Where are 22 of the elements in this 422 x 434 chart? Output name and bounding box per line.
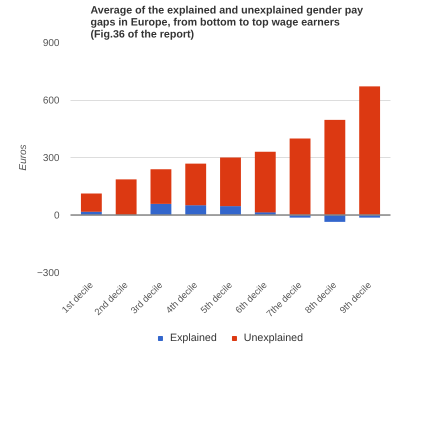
- bar: [220, 158, 241, 206]
- chart-title: Average of the explained and unexplained gender pay gaps in Europe, from bottom to top wage earners (Fig.36 of the report): [90, 4, 364, 40]
- legend-label: Unexplained: [244, 332, 304, 344]
- y-tick-label: 0: [54, 210, 60, 222]
- bar: [185, 164, 206, 206]
- bar: [359, 86, 380, 215]
- bar: [290, 138, 310, 215]
- bar: [80, 194, 102, 212]
- y-tick-label: 600: [42, 96, 60, 106]
- bar: [185, 205, 206, 215]
- bar: [150, 204, 172, 215]
- legend-label: Explained: [170, 332, 217, 344]
- bar: [324, 120, 346, 215]
- y-tick-label: 300: [42, 153, 60, 164]
- bar: [116, 179, 137, 215]
- y-axis-title: Euros: [18, 144, 29, 171]
- bar: [220, 206, 241, 215]
- y-tick-label: −300: [36, 268, 60, 279]
- bar: [254, 152, 276, 212]
- bar: [150, 169, 172, 204]
- bar: [80, 212, 102, 215]
- y-tick-label: 900: [42, 38, 60, 49]
